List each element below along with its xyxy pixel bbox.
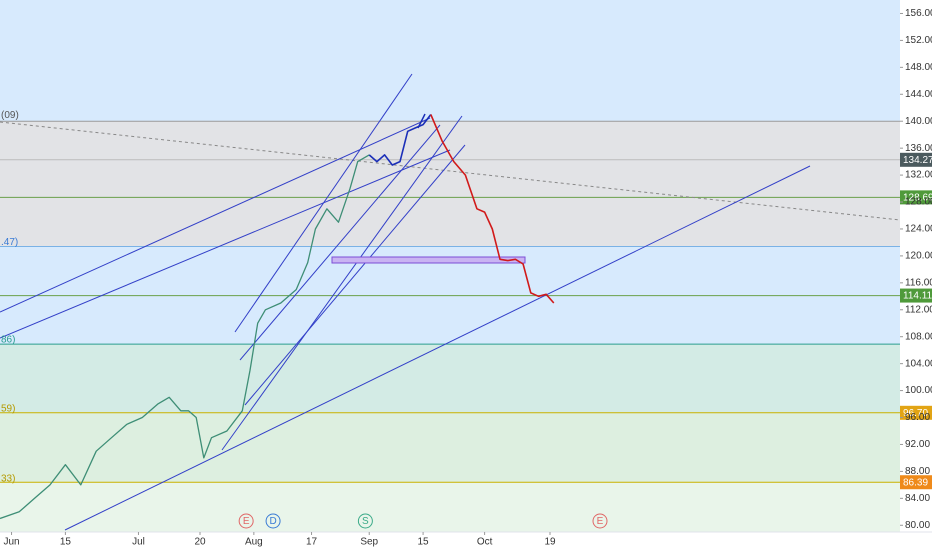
- y-tick-label: 148.00: [905, 62, 932, 73]
- price-badge: [900, 152, 932, 167]
- price-badge: [900, 405, 932, 420]
- y-tick-label: 104.00: [905, 358, 932, 369]
- trend-line: [64, 165, 811, 531]
- y-tick-label: 120.00: [905, 251, 932, 262]
- x-tick-label: Oct: [477, 537, 493, 548]
- y-tick-label: 108.00: [905, 331, 932, 342]
- y-tick-label: 112.00: [905, 304, 932, 315]
- level-label: .47): [1, 237, 18, 248]
- x-tick-label: 19: [544, 537, 556, 548]
- zone: [0, 344, 900, 413]
- event-label: S: [362, 516, 369, 527]
- zone: [0, 121, 900, 247]
- x-tick-label: 20: [194, 537, 206, 548]
- event-label: E: [597, 516, 604, 527]
- trend-line: [239, 124, 441, 361]
- levels: [0, 120, 900, 483]
- level-label: (09): [1, 110, 19, 121]
- zone-box: [331, 256, 526, 264]
- x-tick-label: Aug: [245, 537, 263, 548]
- axes: 134.27 128.69 114.11 96.70 86.39 (09) .47) 86) 5…: [1, 8, 932, 548]
- series-line: [0, 154, 370, 520]
- price-badge-label: 128.69: [903, 193, 932, 204]
- price-badge-label: 96.70: [903, 408, 928, 419]
- x-tick-label: Jul: [132, 537, 145, 548]
- zone: [0, 412, 900, 483]
- y-tick-label: 100.00: [905, 385, 932, 396]
- event-marker: [592, 513, 608, 529]
- level-label: 33): [1, 473, 15, 484]
- y-tick-label: 132.00: [905, 170, 932, 181]
- y-tick-label: 92.00: [905, 439, 930, 450]
- event-marker: [357, 513, 373, 529]
- y-tick-label: 96.00: [905, 412, 930, 423]
- event-marker: [265, 513, 281, 529]
- level-label: 59): [1, 403, 15, 414]
- y-tick-label: 156.00: [905, 8, 932, 19]
- price-badge: [900, 475, 932, 490]
- x-tick-label: Sep: [360, 537, 378, 548]
- y-tick-label: 88.00: [905, 466, 930, 477]
- trend-line: [221, 115, 463, 451]
- price-axis: [900, 0, 932, 550]
- zone: [0, 0, 900, 122]
- y-tick-label: 152.00: [905, 35, 932, 46]
- price-badge-label: 114.11: [903, 291, 932, 302]
- price-badge-label: 86.39: [903, 477, 928, 488]
- price-badge: [900, 288, 932, 303]
- y-tick-label: 116.00: [905, 277, 932, 288]
- x-tick-label: 15: [418, 537, 430, 548]
- event-marker: [238, 513, 254, 529]
- y-tick-label: 128.00: [905, 197, 932, 208]
- y-tick-label: 84.00: [905, 493, 930, 504]
- event-label: E: [243, 516, 250, 527]
- zones: [0, 0, 900, 532]
- level-label: 86): [1, 335, 15, 346]
- event-label: D: [269, 516, 276, 527]
- y-tick-label: 136.00: [905, 143, 932, 154]
- trend-line: [234, 73, 413, 333]
- y-tick-label: 144.00: [905, 89, 932, 100]
- y-tick-label: 140.00: [905, 116, 932, 127]
- series-line: [430, 114, 555, 304]
- series-line: [368, 114, 432, 166]
- zone: [0, 482, 900, 532]
- x-tick-label: 15: [60, 537, 72, 548]
- price-badge: [900, 190, 932, 205]
- trend-lines: [0, 73, 901, 531]
- y-tick-label: 80.00: [905, 520, 930, 531]
- y-tick-label: 124.00: [905, 224, 932, 235]
- price-badge-label: 134.27: [903, 155, 932, 166]
- dashed-trend: [0, 121, 901, 221]
- trend-line: [0, 117, 431, 313]
- x-tick-label: 17: [306, 537, 318, 548]
- trend-line: [0, 149, 451, 339]
- x-tick-label: Jun: [3, 537, 19, 548]
- series: [0, 114, 555, 520]
- trend-line: [244, 144, 466, 406]
